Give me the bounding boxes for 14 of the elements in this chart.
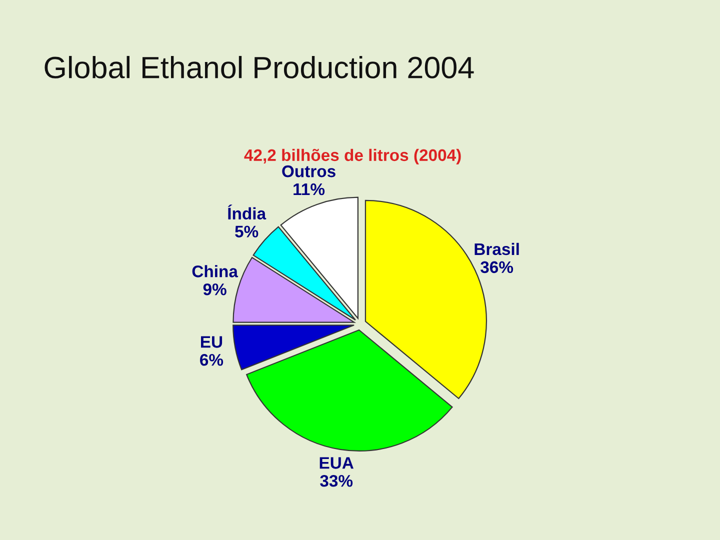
data-label: 11% (294, 183, 325, 196)
chart-title: Global Ethanol Production 2004 (44, 56, 474, 78)
slice-label: China (192, 265, 238, 278)
slice-label: Índia (228, 204, 266, 220)
chart-subtitle: 42,2 bilhões de litros (2004) (244, 148, 461, 164)
slice-label: Outros (282, 165, 336, 178)
data-label: 6% (200, 354, 224, 366)
slice-label: EU (201, 336, 222, 348)
slice-label: Brasil (474, 242, 519, 256)
data-label: 33% (320, 474, 353, 487)
data-label: 9% (203, 283, 226, 296)
data-label: 36% (480, 261, 514, 274)
data-label: 5% (235, 226, 258, 238)
slice-label: EUA (320, 457, 354, 469)
